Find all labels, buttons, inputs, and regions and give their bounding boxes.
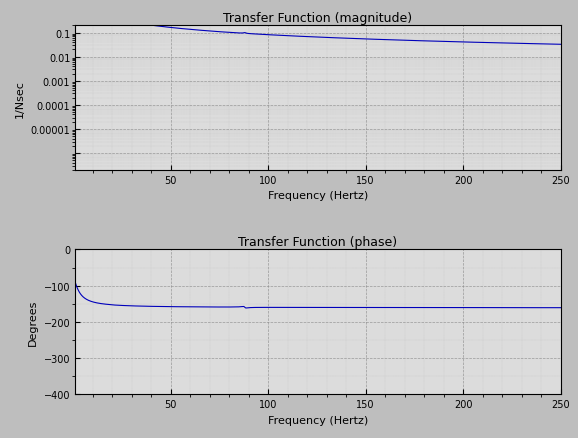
- Y-axis label: Degrees: Degrees: [28, 299, 38, 345]
- Title: Transfer Function (phase): Transfer Function (phase): [238, 236, 398, 249]
- Y-axis label: 1/Nsec: 1/Nsec: [15, 80, 25, 117]
- X-axis label: Frequency (Hertz): Frequency (Hertz): [268, 415, 368, 424]
- X-axis label: Frequency (Hertz): Frequency (Hertz): [268, 191, 368, 201]
- Title: Transfer Function (magnitude): Transfer Function (magnitude): [223, 12, 413, 25]
